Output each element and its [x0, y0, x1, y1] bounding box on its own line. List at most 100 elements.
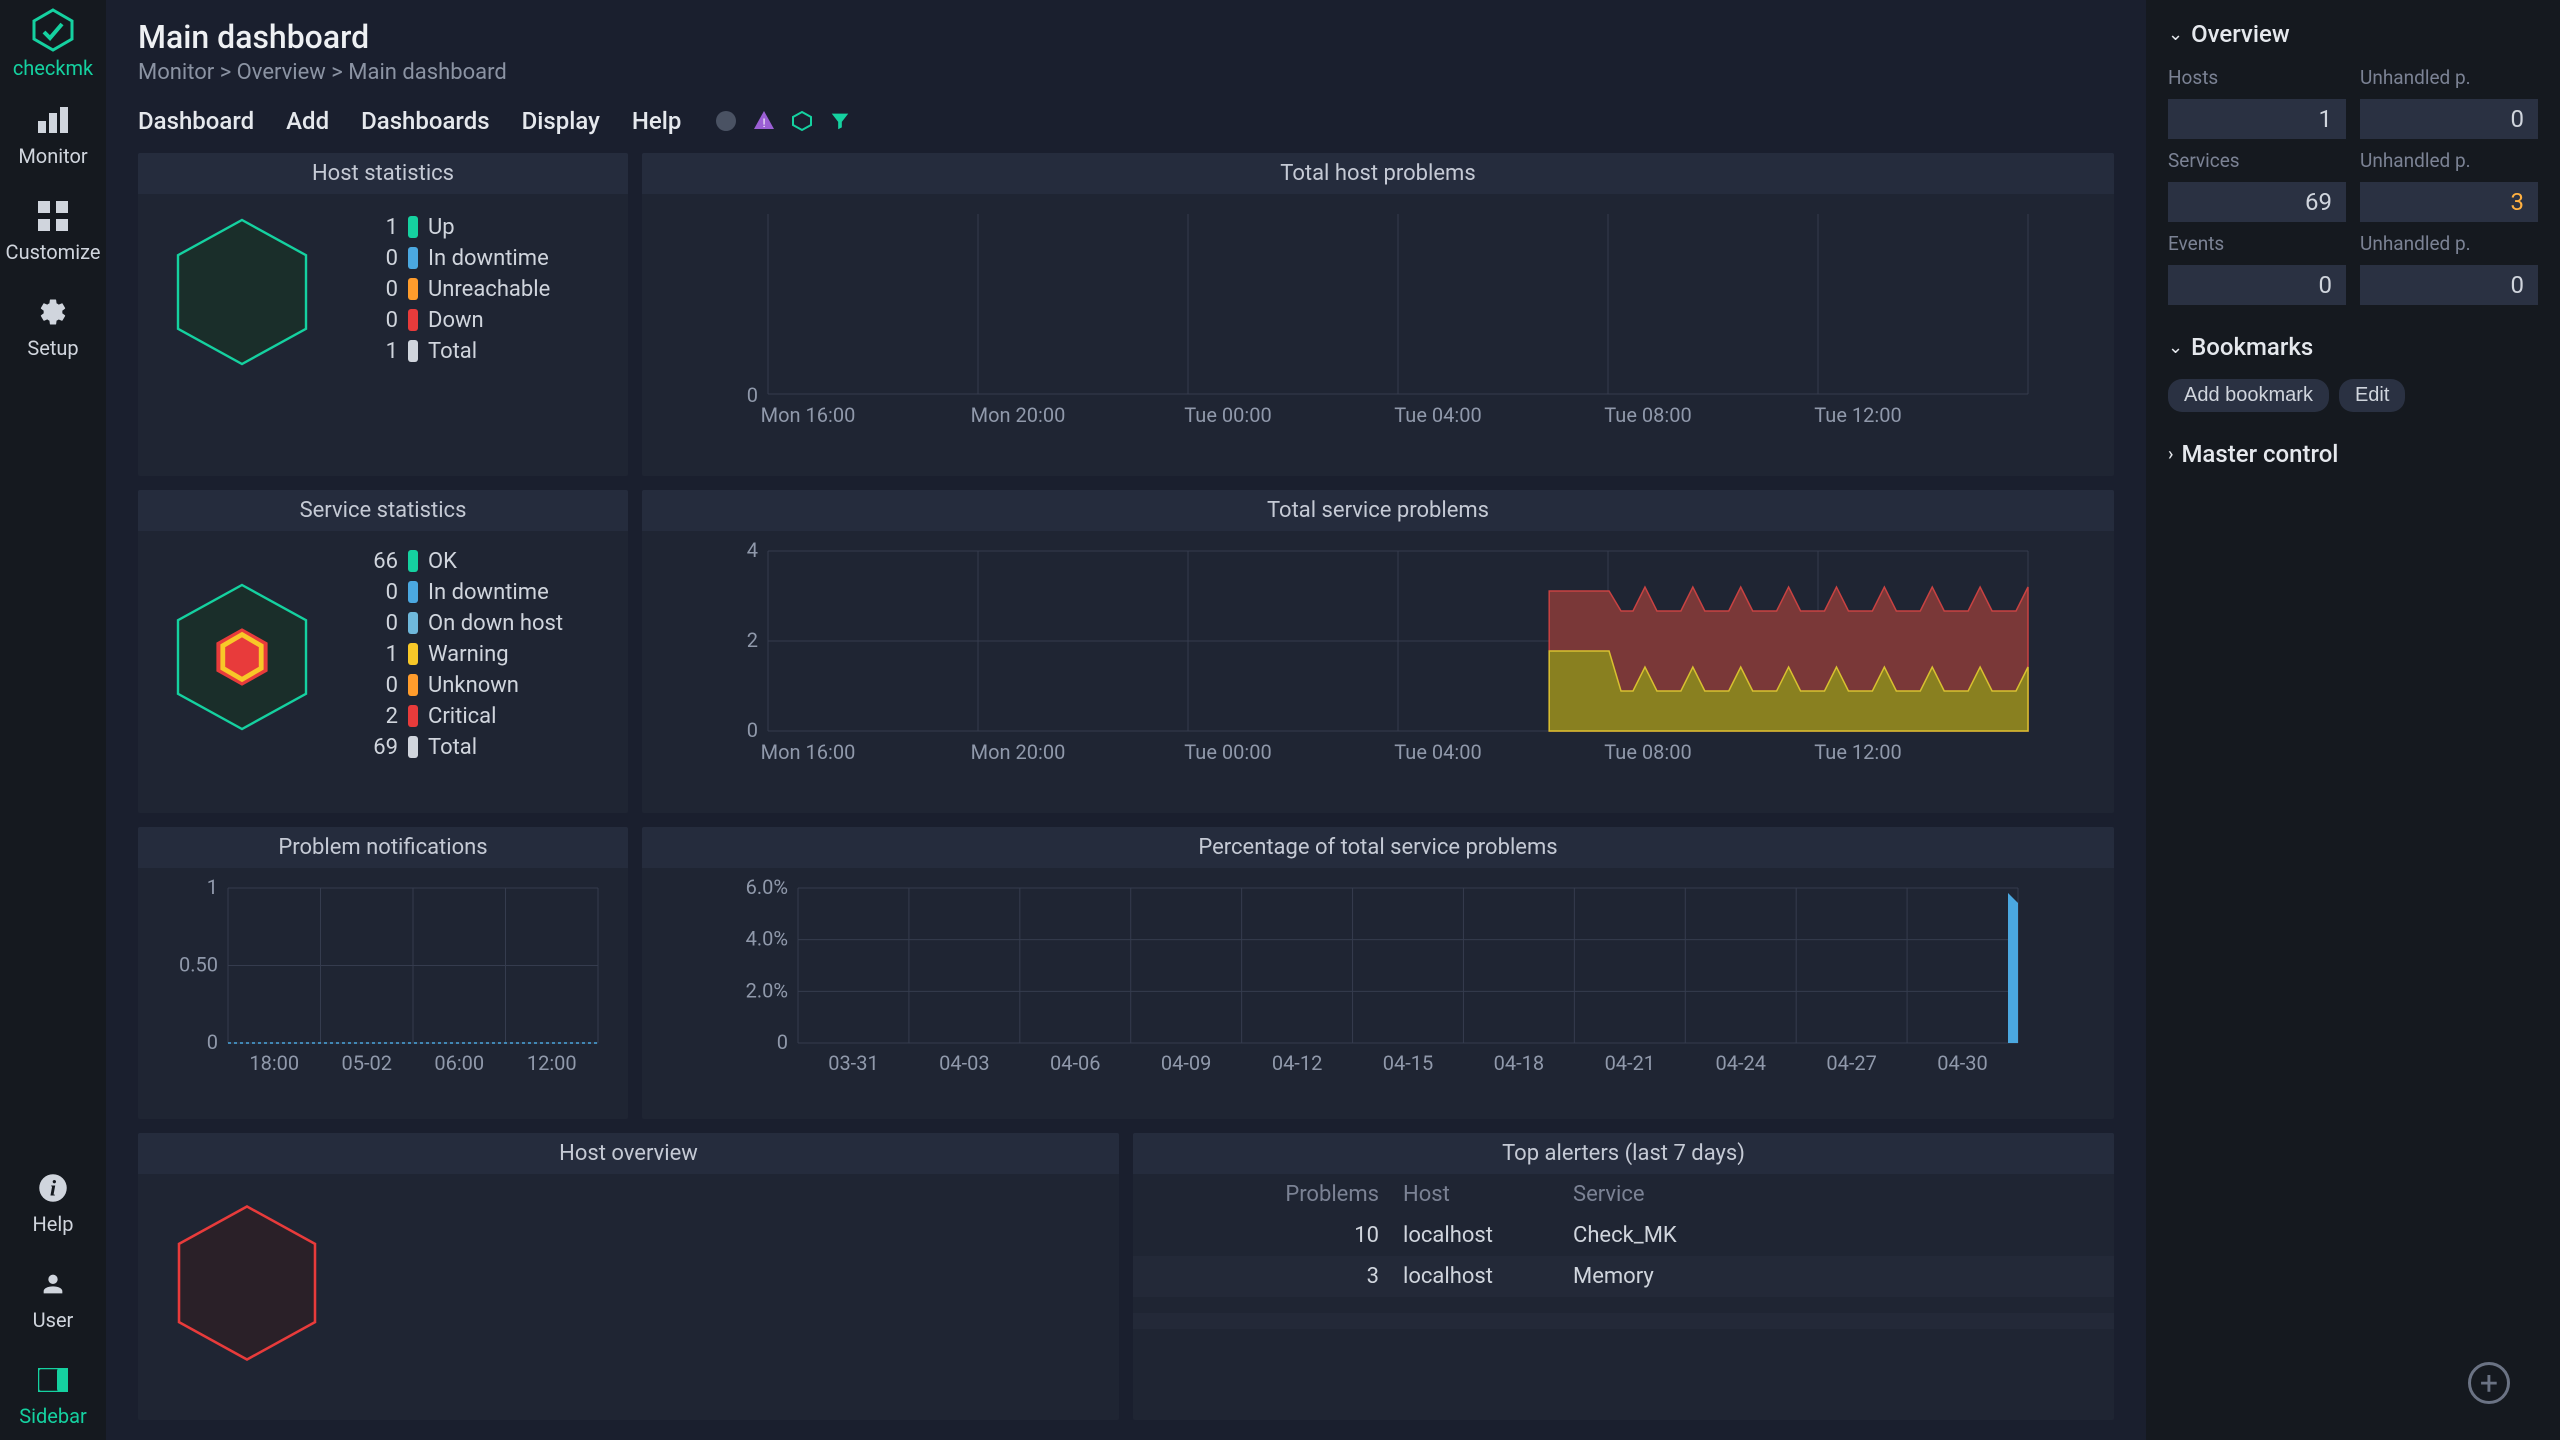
edit-bookmark-button[interactable]: Edit: [2339, 379, 2405, 412]
add-bookmark-button[interactable]: Add bookmark: [2168, 379, 2329, 412]
chevron-down-icon: ⌄: [2168, 24, 2183, 45]
filter-icon[interactable]: [827, 108, 853, 134]
globe-icon[interactable]: [713, 108, 739, 134]
master-control-header[interactable]: › Master control: [2168, 440, 2538, 468]
menu-dashboards[interactable]: Dashboards: [361, 107, 489, 135]
top-alerters-widget: Top alerters (last 7 days) Problems Host…: [1133, 1133, 2114, 1420]
stat-row[interactable]: 1Up: [352, 215, 604, 240]
nav-setup[interactable]: Setup: [0, 276, 106, 372]
stat-row[interactable]: 0Unreachable: [352, 277, 604, 302]
breadcrumb-segment[interactable]: Main dashboard: [348, 60, 507, 85]
table-row[interactable]: 10localhostCheck_MK: [1133, 1215, 2114, 1256]
svg-text:04-09: 04-09: [1161, 1051, 1212, 1075]
sidebar-icon: [33, 1362, 73, 1398]
bookmarks-section: ⌄ Bookmarks Add bookmark Edit: [2168, 333, 2538, 412]
bookmarks-header[interactable]: ⌄ Bookmarks: [2168, 333, 2538, 361]
nav-customize[interactable]: Customize: [0, 180, 106, 276]
stat-row[interactable]: 2Critical: [352, 704, 604, 729]
svg-text:18:00: 18:00: [249, 1051, 299, 1075]
svg-text:Tue 04:00: Tue 04:00: [1394, 403, 1481, 427]
breadcrumb-segment[interactable]: Overview: [237, 60, 326, 85]
nav-user[interactable]: User: [0, 1248, 106, 1344]
host-hexagon: [162, 212, 322, 372]
menu-display[interactable]: Display: [522, 107, 600, 135]
overview-section: ⌄ Overview Hosts Unhandled p. 1 0 Servic…: [2168, 20, 2538, 305]
widget-title: Top alerters (last 7 days): [1133, 1133, 2114, 1174]
hosts-unhandled-count[interactable]: 0: [2360, 99, 2538, 139]
services-count[interactable]: 69: [2168, 182, 2346, 222]
breadcrumb-segment[interactable]: Monitor: [138, 60, 214, 85]
menu-add[interactable]: Add: [286, 107, 329, 135]
svg-text:04-06: 04-06: [1050, 1051, 1101, 1075]
events-unhandled-count[interactable]: 0: [2360, 265, 2538, 305]
main-content: Main dashboard Monitor > Overview > Main…: [106, 0, 2146, 1440]
nav-monitor[interactable]: Monitor: [0, 84, 106, 180]
stat-row[interactable]: 69Total: [352, 735, 604, 760]
menu-dashboard[interactable]: Dashboard: [138, 107, 254, 135]
svg-text:Mon 20:00: Mon 20:00: [971, 403, 1066, 427]
logo[interactable]: checkmk: [13, 8, 93, 80]
table-row-empty: [1133, 1313, 2114, 1329]
svg-text:6.0%: 6.0%: [746, 878, 788, 899]
svg-text:1: 1: [207, 878, 218, 899]
add-widget-button[interactable]: +: [2468, 1362, 2510, 1404]
svg-text:i: i: [50, 1176, 57, 1201]
chevron-right-icon: ›: [2168, 444, 2173, 465]
stat-row[interactable]: 0On down host: [352, 611, 604, 636]
stat-row[interactable]: 0Down: [352, 308, 604, 333]
table-row[interactable]: 3localhostMemory: [1133, 1256, 2114, 1297]
host-statistics-widget: Host statistics 1Up 0In downtime 0Unreacha…: [138, 153, 628, 476]
svg-text:04-15: 04-15: [1383, 1051, 1434, 1075]
svg-text:Mon 16:00: Mon 16:00: [761, 740, 856, 764]
stat-row[interactable]: 66OK: [352, 549, 604, 574]
stat-row[interactable]: 0In downtime: [352, 580, 604, 605]
host-overview-hexagon: [162, 1198, 332, 1368]
menubar: Dashboard Add Dashboards Display Help !: [106, 85, 2146, 153]
services-unhandled-count[interactable]: 3: [2360, 182, 2538, 222]
svg-text:0: 0: [207, 1030, 218, 1054]
breadcrumb: Monitor > Overview > Main dashboard: [138, 60, 2114, 85]
hosts-count[interactable]: 1: [2168, 99, 2346, 139]
svg-text:2: 2: [747, 628, 758, 652]
master-control-section: › Master control: [2168, 440, 2538, 468]
percentage-chart: 6.0%4.0%2.0%0 03-3104-0304-0604-0904-120…: [662, 878, 2094, 1078]
cube-icon[interactable]: [789, 108, 815, 134]
svg-text:Mon 20:00: Mon 20:00: [971, 740, 1066, 764]
nav-help[interactable]: i Help: [0, 1152, 106, 1248]
svg-text:0.50: 0.50: [179, 952, 218, 976]
svg-text:Tue 12:00: Tue 12:00: [1814, 740, 1901, 764]
svg-text:2.0%: 2.0%: [746, 978, 788, 1002]
svg-text:4.0%: 4.0%: [746, 926, 788, 950]
right-panel: ⌄ Overview Hosts Unhandled p. 1 0 Servic…: [2146, 0, 2560, 1440]
host-problems-chart: 0 Mon 16:00Mon 20:00Tue 00:00Tue 04:00Tu…: [662, 204, 2094, 434]
widget-title: Host statistics: [138, 153, 628, 194]
overview-header[interactable]: ⌄ Overview: [2168, 20, 2538, 48]
widget-title: Total service problems: [642, 490, 2114, 531]
stat-row[interactable]: 0Unknown: [352, 673, 604, 698]
events-count[interactable]: 0: [2168, 265, 2346, 305]
svg-text:12:00: 12:00: [527, 1051, 577, 1075]
menu-help[interactable]: Help: [632, 107, 682, 135]
stat-row[interactable]: 1Total: [352, 339, 604, 364]
svg-text:4: 4: [747, 541, 758, 562]
widget-title: Total host problems: [642, 153, 2114, 194]
widget-title: Service statistics: [138, 490, 628, 531]
svg-text:Mon 16:00: Mon 16:00: [761, 403, 856, 427]
left-sidebar: checkmk Monitor Customize Setup i Help U…: [0, 0, 106, 1440]
alert-icon[interactable]: !: [751, 108, 777, 134]
page-title: Main dashboard: [138, 18, 2114, 56]
svg-text:04-12: 04-12: [1272, 1051, 1323, 1075]
svg-text:Tue 12:00: Tue 12:00: [1814, 403, 1901, 427]
table-row-empty: [1133, 1329, 2114, 1345]
total-service-problems-widget: Total service problems 420 Mon 16:00Mon …: [642, 490, 2114, 813]
stat-row[interactable]: 1Warning: [352, 642, 604, 667]
stat-row[interactable]: 0In downtime: [352, 246, 604, 271]
gear-icon: [33, 294, 73, 330]
logo-text: checkmk: [13, 56, 93, 80]
percentage-problems-widget: Percentage of total service problems 6.0…: [642, 827, 2114, 1120]
user-icon: [33, 1266, 73, 1302]
svg-text:06:00: 06:00: [434, 1051, 484, 1075]
total-host-problems-widget: Total host problems 0 Mon 16:00Mon 20:00…: [642, 153, 2114, 476]
nav-sidebar[interactable]: Sidebar: [0, 1344, 106, 1440]
host-stats-list: 1Up 0In downtime 0Unreachable 0Down 1Total: [352, 215, 604, 370]
